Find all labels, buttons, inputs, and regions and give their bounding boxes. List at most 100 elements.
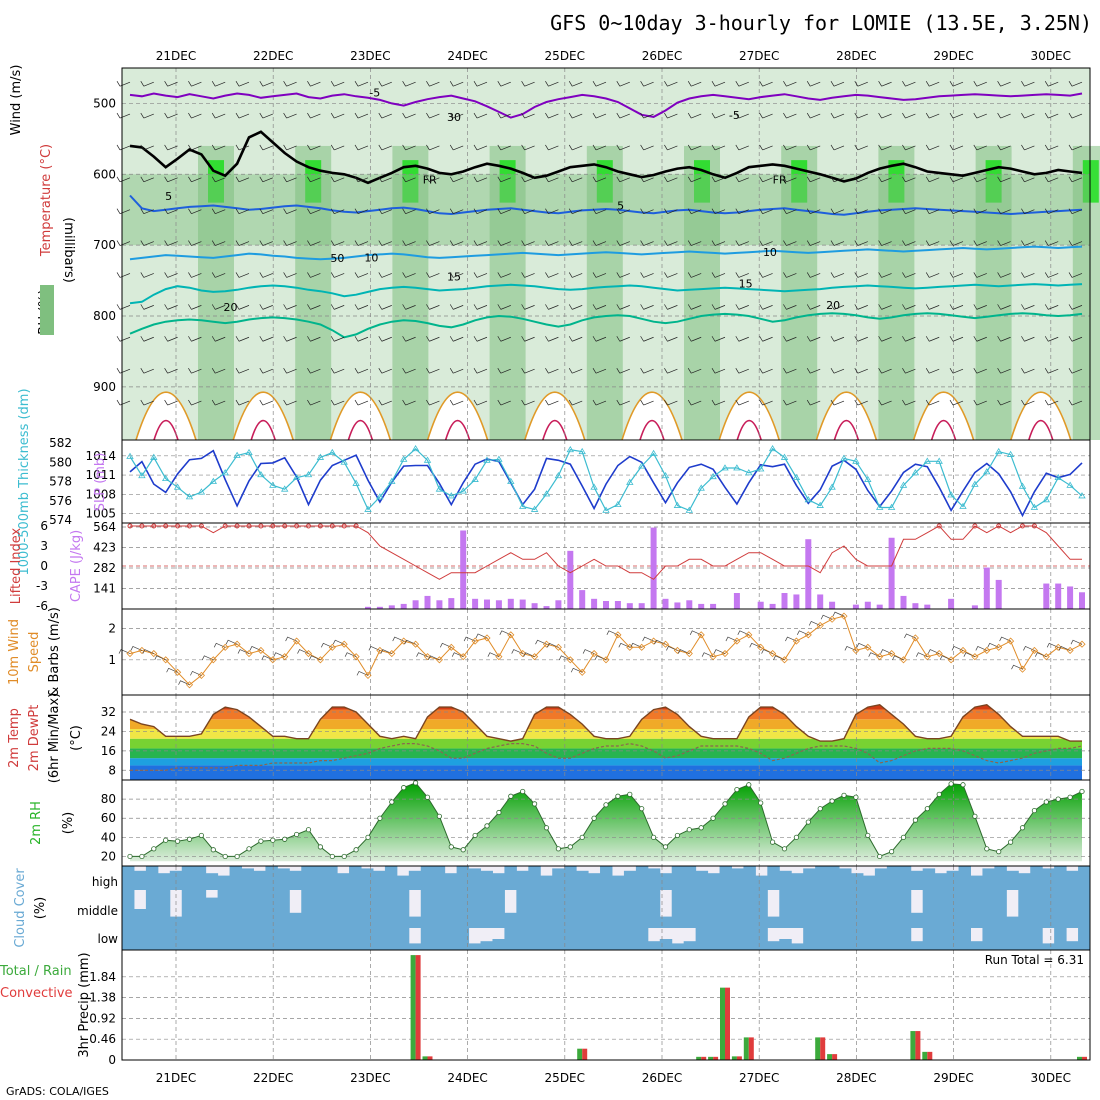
cloud-cell-low (361, 928, 374, 950)
cloud-cell-high (384, 866, 398, 890)
thickness-point (447, 492, 456, 499)
cloud-cell-middle (289, 912, 302, 928)
cloud-cell-low (958, 928, 971, 950)
rh-point (496, 809, 502, 816)
li-line (130, 525, 1082, 580)
thickness-point (673, 501, 682, 508)
cape-bar (662, 598, 669, 609)
wind-barb (283, 367, 297, 374)
rh-point (793, 834, 800, 840)
wind-barb (854, 367, 868, 374)
wind-barb (949, 367, 964, 374)
wind-barb (521, 399, 535, 406)
pressure-tick: 500 (93, 96, 116, 110)
wind-point (685, 649, 693, 658)
wind-barb (711, 304, 726, 310)
wind-barb-10m (927, 649, 940, 654)
wind-barb (330, 112, 345, 119)
cloud-cell-middle (205, 897, 219, 928)
wind-barb-10m (237, 649, 250, 654)
wind-barb (1044, 112, 1059, 119)
wind-barb (545, 144, 559, 151)
wind-point (566, 656, 574, 664)
wind-barb (354, 144, 369, 151)
wind-barb (426, 367, 440, 374)
cloud-cell-middle (277, 890, 290, 928)
cloud-cell-high (504, 866, 517, 890)
cape-bar (817, 594, 824, 609)
wind-barb (711, 240, 726, 246)
wind-barb (378, 304, 392, 310)
wind-barb (164, 367, 178, 374)
wind-barb-10m (356, 670, 369, 676)
rh-point (377, 815, 383, 821)
wind-tick: 1 (108, 653, 116, 667)
wind-barb (211, 304, 226, 310)
wind-barb (140, 208, 154, 215)
cloud-cell-high (1018, 873, 1031, 890)
wind-point (745, 631, 753, 639)
wind-barb (378, 144, 392, 151)
wind-barb (497, 208, 511, 215)
thickness-tick: 580 (49, 455, 72, 469)
cloud-cell-high (289, 870, 302, 890)
wind-barb (235, 399, 250, 406)
wind-barb (664, 176, 678, 183)
thickness-point (709, 472, 717, 480)
cloud-cell-high (827, 866, 840, 890)
wind-barb (1068, 112, 1083, 119)
wind-barb (235, 240, 250, 246)
wind-barb (402, 80, 416, 87)
wind-barb-10m (439, 642, 452, 648)
cloud-cell-middle (313, 890, 326, 928)
precip-tick: 0.46 (89, 1032, 116, 1046)
li-point (139, 523, 145, 529)
cloud-cell-high (588, 873, 601, 890)
wind-barb-10m (166, 667, 178, 673)
cloud-cell-low (827, 928, 840, 950)
top-date-label: 22DEC (253, 49, 293, 63)
wind-barb (592, 144, 607, 151)
li-point (329, 523, 335, 529)
wind-barb-10m (630, 642, 642, 648)
isotherm-15 (129, 283, 1083, 305)
wind-barb-10m (523, 652, 535, 657)
wind-barb (1044, 176, 1059, 183)
thickness-point (340, 458, 348, 465)
cape-bar (948, 598, 955, 609)
wind-barb-10m (987, 642, 999, 648)
wind-barb (878, 176, 892, 183)
temp-bands (130, 704, 1082, 780)
wind-point (554, 643, 562, 651)
thickness-point (983, 468, 991, 475)
cloud-cell-low (994, 928, 1007, 950)
wind-barb (878, 336, 892, 342)
wind-barb (925, 144, 940, 151)
wind-barb (949, 304, 964, 310)
rh-point (163, 837, 169, 843)
cloud-cell-high (898, 866, 912, 890)
cloud-cell-high (922, 868, 936, 890)
wind-barb (973, 399, 987, 406)
cloud-cell-middle (623, 890, 637, 928)
wind-barb (806, 80, 821, 87)
wind-barb-10m (582, 649, 595, 654)
wind-barb (759, 240, 773, 246)
wind-barb (140, 240, 154, 246)
cloud-cell-middle (815, 890, 828, 928)
wind-point (888, 649, 896, 658)
wind-barb (140, 399, 154, 406)
cloud-cell-low (1006, 928, 1019, 950)
li-point (270, 523, 276, 529)
cloud-cell-high (647, 868, 661, 890)
wind-barb (687, 144, 702, 151)
precip-tick: 0 (108, 1053, 116, 1067)
wind-barb (687, 304, 702, 310)
wind-barb (235, 304, 250, 310)
wind-point (185, 681, 194, 689)
wind-barb (330, 367, 345, 374)
cloud-cell-low (934, 928, 948, 950)
wind-point (209, 656, 217, 664)
wind-barb (354, 112, 369, 119)
cloud-cell-high (994, 866, 1007, 890)
